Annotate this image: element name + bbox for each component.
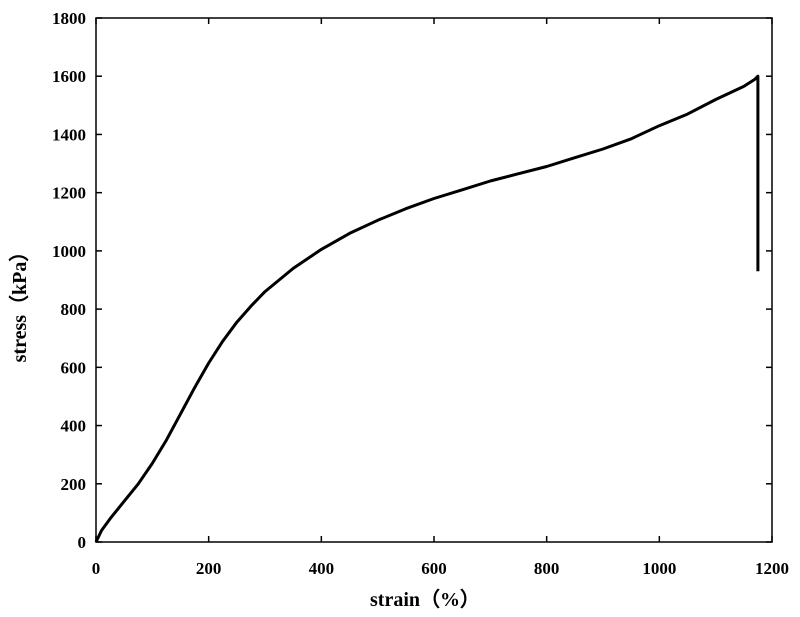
y-tick-label: 200 [61,475,87,494]
y-tick-label: 1200 [52,184,86,203]
x-tick-label: 0 [92,559,101,578]
x-tick-label: 400 [309,559,335,578]
y-tick-label: 1400 [52,125,86,144]
y-tick-label: 800 [61,300,87,319]
y-tick-label: 1600 [52,67,86,86]
x-tick-label: 600 [421,559,447,578]
x-tick-label: 800 [534,559,560,578]
plot-frame [95,17,773,543]
y-tick-label: 0 [78,533,87,552]
x-tick-label: 200 [196,559,222,578]
x-tick-label: 1000 [642,559,676,578]
x-axis-ticks: 0 200 400 600 800 1000 1200 [92,18,789,578]
y-tick-label: 1000 [52,242,86,261]
y-tick-label: 1800 [52,9,86,28]
stress-strain-curve [94,74,760,543]
x-axis-title: strain（%） [370,588,480,611]
y-tick-label: 600 [61,358,87,377]
y-axis-ticks: 0 200 400 600 800 1000 1200 1400 1600 1800 [52,9,772,552]
y-tick-label: 400 [61,417,87,436]
x-tick-label: 1200 [755,559,789,578]
y-axis-title: stress（kPa） [8,242,31,363]
